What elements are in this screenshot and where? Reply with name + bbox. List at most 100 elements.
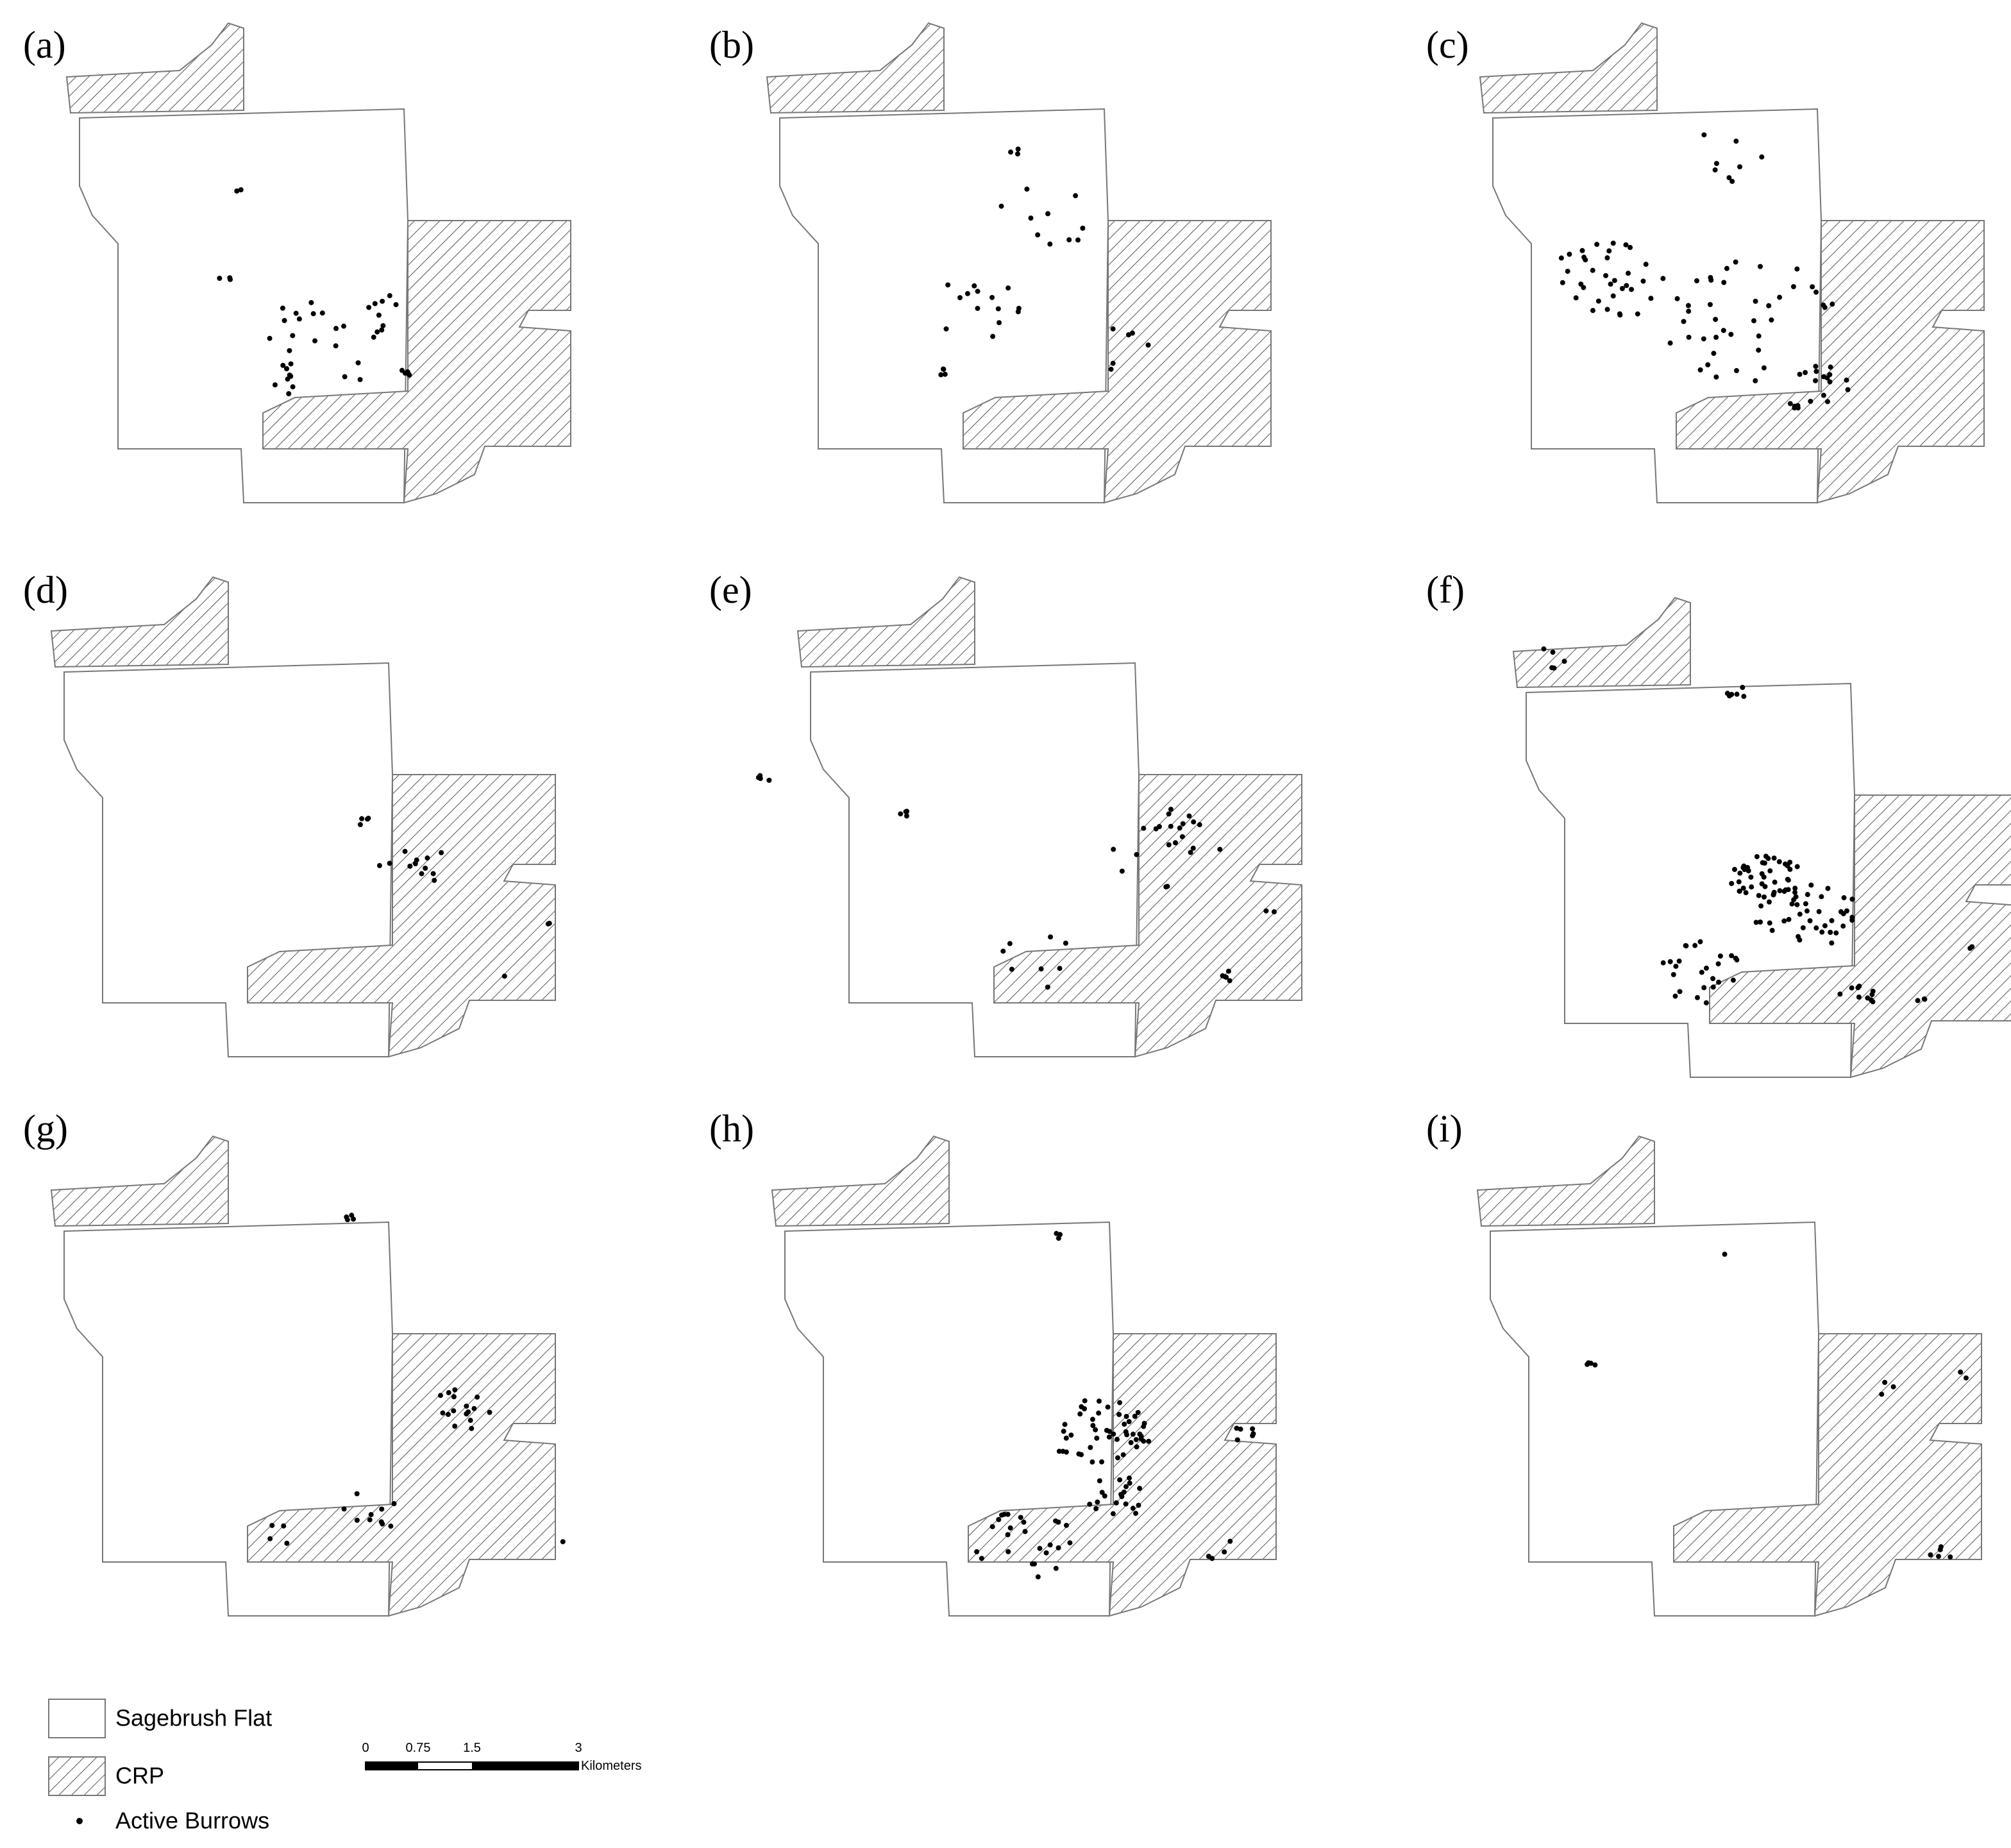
burrow	[1792, 886, 1798, 891]
burrow	[1753, 920, 1759, 925]
burrow	[1733, 139, 1739, 144]
burrow	[1087, 1501, 1093, 1507]
burrow	[1079, 1452, 1084, 1457]
burrow	[1672, 993, 1678, 999]
burrow	[1135, 1409, 1141, 1415]
burrow	[545, 921, 551, 927]
burrow	[437, 1393, 443, 1399]
burrow	[1093, 1427, 1098, 1432]
burrow	[1035, 232, 1041, 238]
site-boundary	[771, 1136, 1277, 1617]
burrow	[1090, 1459, 1095, 1465]
burrow	[1771, 891, 1776, 896]
burrow	[1703, 965, 1709, 971]
burrow	[393, 302, 399, 308]
burrow	[995, 306, 1001, 312]
scale-bar: 0 0.75 1.5 3 Kilometers	[362, 1741, 641, 1773]
burrow	[1722, 1252, 1728, 1257]
burrow	[1805, 892, 1810, 898]
burrow	[1056, 1236, 1061, 1241]
burrow	[1623, 242, 1629, 248]
burrow	[1111, 1431, 1116, 1437]
burrow	[1833, 930, 1839, 936]
burrow	[419, 871, 425, 877]
burrow	[1740, 685, 1746, 691]
burrow	[466, 1409, 471, 1415]
burrow	[1713, 317, 1719, 323]
burrow	[405, 369, 410, 374]
burrow	[1837, 991, 1843, 997]
burrow	[1808, 398, 1813, 404]
burrow	[1043, 1550, 1049, 1556]
burrow	[1845, 387, 1851, 392]
map-panel	[755, 576, 1302, 1057]
burrow	[1754, 853, 1760, 859]
burrow	[1740, 865, 1746, 871]
burrow	[1758, 264, 1763, 269]
burrow	[1094, 1435, 1100, 1441]
burrow	[432, 877, 437, 883]
burrow	[1549, 665, 1555, 671]
burrow	[341, 1506, 347, 1512]
burrow	[308, 299, 314, 305]
panel-label: (d)	[23, 569, 68, 611]
burrow	[349, 1213, 355, 1218]
burrow	[1813, 364, 1819, 369]
burrow	[281, 1523, 287, 1529]
burrow	[1121, 1489, 1127, 1495]
burrow	[1758, 919, 1763, 925]
burrow	[1145, 342, 1151, 348]
burrow	[1222, 1549, 1227, 1555]
burrow	[903, 809, 909, 814]
burrow	[1797, 911, 1803, 917]
burrow	[234, 188, 240, 194]
burrow	[1849, 914, 1855, 920]
burrow	[1963, 1375, 1969, 1381]
panel-label: (c)	[1426, 24, 1469, 66]
burrow	[1080, 225, 1086, 231]
burrow	[1110, 360, 1116, 366]
burrow	[1271, 909, 1277, 915]
burrow	[1855, 985, 1861, 991]
burrow	[1683, 943, 1688, 948]
burrow	[1733, 367, 1739, 373]
burrow	[379, 327, 385, 333]
burrow	[1561, 659, 1567, 664]
burrow	[1825, 886, 1831, 891]
burrow	[1191, 819, 1197, 825]
burrow	[1776, 859, 1782, 864]
burrow	[1093, 1506, 1099, 1511]
burrow	[1608, 281, 1613, 287]
burrow	[1734, 957, 1740, 962]
burrow	[1125, 332, 1131, 338]
burrow	[1829, 918, 1835, 923]
burrow	[1014, 151, 1020, 157]
burrow	[1102, 1493, 1107, 1499]
burrow	[1117, 1400, 1123, 1406]
burrow	[1606, 248, 1612, 254]
burrow	[1796, 934, 1801, 939]
burrow	[757, 776, 763, 782]
burrow	[1018, 1515, 1023, 1520]
burrow	[333, 326, 339, 332]
burrow	[388, 1524, 394, 1529]
panel-label: (i)	[1426, 1107, 1463, 1150]
burrow	[1015, 309, 1021, 315]
burrow	[1721, 328, 1726, 333]
burrow	[904, 813, 909, 819]
burrow	[1134, 852, 1140, 857]
burrow	[1844, 377, 1849, 383]
burrow	[380, 298, 385, 304]
burrow	[1082, 1398, 1088, 1404]
burrow	[1870, 988, 1876, 994]
burrow	[1163, 884, 1169, 890]
burrow	[1786, 916, 1792, 922]
burrow	[1166, 811, 1172, 817]
burrow	[1132, 1413, 1138, 1419]
burrow	[560, 1539, 566, 1545]
burrow	[1130, 1431, 1136, 1437]
burrow	[1108, 366, 1114, 372]
burrow	[979, 1556, 984, 1561]
burrow	[357, 376, 363, 382]
